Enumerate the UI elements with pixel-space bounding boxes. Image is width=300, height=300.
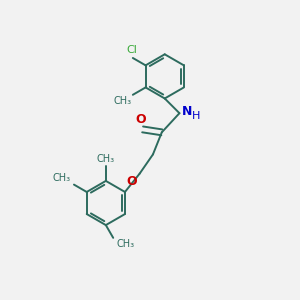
- Text: H: H: [192, 111, 200, 121]
- Text: Cl: Cl: [126, 45, 137, 55]
- Text: CH₃: CH₃: [116, 239, 134, 249]
- Text: CH₃: CH₃: [113, 96, 131, 106]
- Text: N: N: [182, 105, 192, 118]
- Text: CH₃: CH₃: [97, 154, 115, 164]
- Text: O: O: [126, 175, 137, 188]
- Text: CH₃: CH₃: [53, 173, 71, 183]
- Text: O: O: [136, 113, 146, 126]
